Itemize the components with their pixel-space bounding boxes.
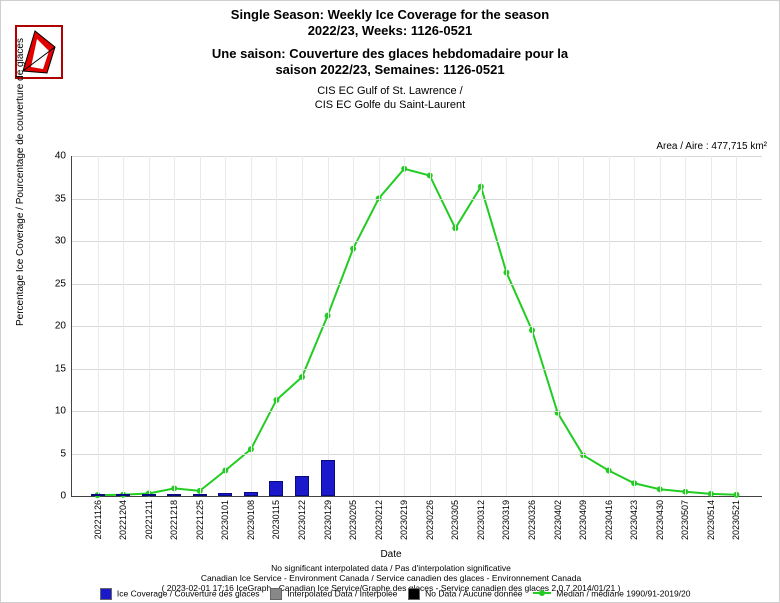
x-tick: 20230129 [323, 500, 333, 540]
legend-swatch-bars [100, 588, 112, 600]
x-tick: 20221204 [118, 500, 128, 540]
x-tick: 20230108 [246, 500, 256, 540]
x-tick: 20230521 [731, 500, 741, 540]
legend-label-interp: Interpolated Data / Interpolée [287, 588, 397, 598]
x-tick: 20221225 [195, 500, 205, 540]
bar [193, 494, 207, 496]
legend-label-median: Median / médiane 1990/91-2019/20 [556, 588, 690, 598]
x-tick: 20230101 [220, 500, 230, 540]
title-line-1: Single Season: Weekly Ice Coverage for t… [1, 7, 779, 23]
title-line-3: Une saison: Couverture des glaces hebdom… [1, 46, 779, 62]
y-tick: 5 [60, 448, 66, 459]
x-tick: 20221126 [93, 500, 103, 539]
x-tick: 20230305 [450, 500, 460, 540]
x-tick: 20230402 [553, 500, 563, 540]
x-tick: 20221218 [169, 500, 179, 540]
subtitle-line-2: CIS EC Golfe du Saint-Laurent [1, 98, 779, 112]
x-tick: 20230226 [425, 500, 435, 540]
bar [116, 494, 130, 496]
x-tick: 20230507 [680, 500, 690, 540]
legend-label-nodata: No Data / Aucune donnée [425, 588, 522, 598]
x-tick: 20230219 [399, 500, 409, 540]
bar [269, 481, 283, 496]
chart-title: Single Season: Weekly Ice Coverage for t… [1, 1, 779, 78]
chart-container: Single Season: Weekly Ice Coverage for t… [0, 0, 780, 603]
x-tick: 20230212 [374, 500, 384, 540]
y-tick: 25 [55, 278, 66, 289]
bar [167, 494, 181, 496]
footnote-1: No significant interpolated data / Pas d… [1, 563, 780, 573]
legend-swatch-interp [270, 588, 282, 600]
x-tick: 20230416 [604, 500, 614, 540]
x-tick: 20230514 [706, 500, 716, 540]
y-tick: 20 [55, 321, 66, 332]
x-tick: 20230122 [297, 500, 307, 540]
x-tick: 20230205 [348, 500, 358, 540]
legend-swatch-nodata [408, 588, 420, 600]
y-tick: 0 [60, 491, 66, 502]
chart-subtitle: CIS EC Gulf of St. Lawrence / CIS EC Gol… [1, 78, 779, 113]
x-tick: 20221211 [144, 500, 154, 539]
legend-swatch-median [533, 588, 551, 600]
plot-area: 0510152025303540202211262022120420221211… [71, 156, 762, 497]
bar [218, 493, 232, 496]
bar [244, 492, 258, 496]
y-tick: 15 [55, 363, 66, 374]
legend: Ice Coverage / Couverture des glaces Int… [1, 588, 780, 600]
x-axis-label: Date [1, 549, 780, 560]
y-axis-label: Percentage Ice Coverage / Pourcentage de… [15, 38, 26, 326]
y-tick: 40 [55, 151, 66, 162]
x-tick: 20230312 [476, 500, 486, 540]
bar [142, 494, 156, 496]
x-tick: 20230115 [271, 500, 281, 539]
bar [295, 476, 309, 496]
area-label: Area / Aire : 477,715 km² [656, 141, 767, 152]
title-line-4: saison 2022/23, Semaines: 1126-0521 [1, 62, 779, 78]
y-tick: 10 [55, 406, 66, 417]
x-tick: 20230430 [655, 500, 665, 540]
x-tick: 20230409 [578, 500, 588, 540]
y-tick: 35 [55, 193, 66, 204]
x-tick: 20230319 [501, 500, 511, 540]
title-line-2: 2022/23, Weeks: 1126-0521 [1, 23, 779, 39]
footnote-2: Canadian Ice Service - Environment Canad… [1, 573, 780, 583]
x-tick: 20230423 [629, 500, 639, 540]
legend-label-bars: Ice Coverage / Couverture des glaces [117, 588, 260, 598]
y-tick: 30 [55, 236, 66, 247]
bar [321, 460, 335, 496]
x-tick: 20230326 [527, 500, 537, 540]
subtitle-line-1: CIS EC Gulf of St. Lawrence / [1, 84, 779, 98]
bar [91, 494, 105, 496]
